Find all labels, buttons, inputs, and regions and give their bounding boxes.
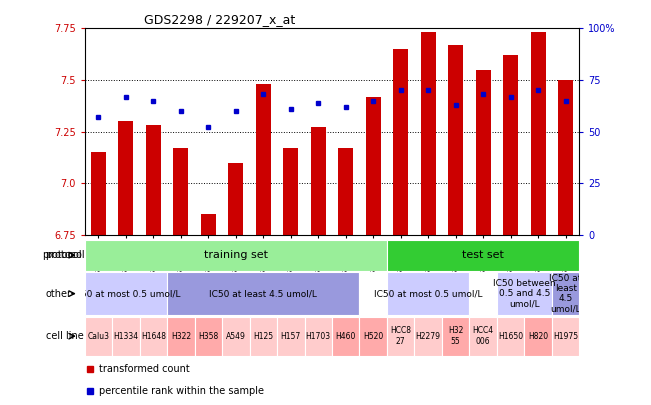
Text: HCC4
006: HCC4 006: [473, 326, 493, 346]
Bar: [552, 272, 579, 315]
Bar: [387, 240, 579, 271]
Text: GDS2298 / 229207_x_at: GDS2298 / 229207_x_at: [144, 13, 296, 26]
Bar: [201, 214, 216, 235]
Text: H520: H520: [363, 332, 383, 341]
Text: H157: H157: [281, 332, 301, 341]
Text: training set: training set: [204, 250, 268, 260]
Text: H358: H358: [198, 332, 219, 341]
Bar: [476, 70, 491, 235]
Text: HCC8
27: HCC8 27: [390, 326, 411, 346]
Bar: [552, 317, 579, 356]
Bar: [421, 32, 436, 235]
Text: A549: A549: [226, 332, 245, 341]
Text: protocol: protocol: [42, 250, 81, 260]
Bar: [167, 317, 195, 356]
Bar: [256, 84, 271, 235]
Bar: [469, 272, 497, 315]
Text: IC50 between
0.5 and 4.5
umol/L: IC50 between 0.5 and 4.5 umol/L: [493, 279, 556, 309]
Bar: [195, 317, 222, 356]
Text: H32
55: H32 55: [448, 326, 464, 346]
Bar: [497, 272, 552, 315]
Bar: [332, 317, 359, 356]
Bar: [85, 317, 112, 356]
Bar: [531, 32, 546, 235]
Bar: [387, 272, 469, 315]
Bar: [448, 45, 464, 235]
Bar: [366, 96, 381, 235]
Bar: [305, 317, 332, 356]
Text: H322: H322: [171, 332, 191, 341]
Text: IC50 at most 0.5 umol/L: IC50 at most 0.5 umol/L: [72, 289, 180, 298]
Bar: [118, 122, 133, 235]
Bar: [90, 152, 106, 235]
Bar: [139, 317, 167, 356]
Bar: [415, 317, 442, 356]
Bar: [503, 55, 518, 235]
Text: H1650: H1650: [498, 332, 523, 341]
Bar: [167, 272, 359, 315]
Bar: [85, 240, 387, 271]
Text: cell line: cell line: [46, 331, 83, 341]
Text: IC50 at most 0.5 umol/L: IC50 at most 0.5 umol/L: [374, 289, 482, 298]
Bar: [222, 317, 249, 356]
Text: H1975: H1975: [553, 332, 578, 341]
Text: IC50 at least 4.5 umol/L: IC50 at least 4.5 umol/L: [210, 289, 317, 298]
Text: Calu3: Calu3: [87, 332, 109, 341]
Bar: [249, 317, 277, 356]
Bar: [146, 126, 161, 235]
Text: H1703: H1703: [306, 332, 331, 341]
Bar: [311, 128, 326, 235]
Bar: [469, 317, 497, 356]
Text: test set: test set: [462, 250, 504, 260]
Bar: [497, 317, 525, 356]
Text: percentile rank within the sample: percentile rank within the sample: [100, 386, 264, 396]
Text: H1334: H1334: [113, 332, 139, 341]
Bar: [229, 163, 243, 235]
Text: H820: H820: [528, 332, 548, 341]
Text: H1648: H1648: [141, 332, 166, 341]
Bar: [525, 317, 552, 356]
Text: other: other: [46, 289, 72, 298]
Bar: [283, 148, 298, 235]
Bar: [277, 317, 305, 356]
Bar: [173, 148, 188, 235]
Bar: [387, 317, 415, 356]
Bar: [442, 317, 469, 356]
Bar: [359, 272, 387, 315]
Text: protocol: protocol: [46, 250, 85, 260]
Bar: [393, 49, 408, 235]
Bar: [558, 80, 573, 235]
Bar: [339, 148, 353, 235]
Text: H2279: H2279: [416, 332, 441, 341]
Bar: [359, 317, 387, 356]
Text: H125: H125: [253, 332, 273, 341]
Text: transformed count: transformed count: [100, 364, 190, 374]
Bar: [85, 272, 167, 315]
Text: IC50 at
least
4.5
umol/L: IC50 at least 4.5 umol/L: [549, 273, 582, 314]
Text: H460: H460: [335, 332, 356, 341]
Bar: [112, 317, 139, 356]
